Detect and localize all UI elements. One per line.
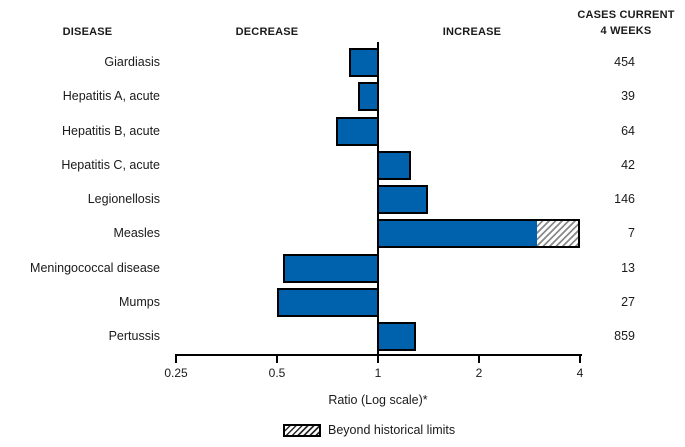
- cases-value-hepatitis-a-acute: 39: [621, 89, 635, 103]
- column-header-decrease: DECREASE: [235, 26, 299, 38]
- disease-label-legionellosis: Legionellosis: [87, 192, 160, 206]
- cases-value-pertussis: 859: [614, 329, 635, 343]
- disease-label-meningococcal-disease: Meningococcal disease: [30, 261, 160, 275]
- ratio-bar-legionellosis: [377, 185, 428, 214]
- ratio-bar-giardiasis: [349, 48, 379, 77]
- cases-value-meningococcal-disease: 13: [621, 261, 635, 275]
- ratio-bar-meningococcal-disease: [283, 254, 379, 283]
- disease-label-measles: Measles: [113, 226, 160, 240]
- ratio-bar-pertussis: [377, 322, 416, 351]
- disease-label-hepatitis-c-acute: Hepatitis C, acute: [61, 158, 160, 172]
- legend: Beyond historical limits: [283, 423, 455, 438]
- cases-value-hepatitis-c-acute: 42: [621, 158, 635, 172]
- cases-value-giardiasis: 454: [614, 55, 635, 69]
- x-axis-tick-label-0.5: 0.5: [268, 366, 286, 380]
- legend-label: Beyond historical limits: [328, 423, 456, 437]
- x-axis-tick-2: [478, 354, 480, 363]
- cases-value-mumps: 27: [621, 295, 635, 309]
- ratio-bar-mumps: [277, 288, 379, 317]
- beyond-historical-limit-segment: [536, 221, 578, 246]
- x-axis-tick-label-1: 1: [374, 366, 382, 380]
- x-axis-tick-label-4: 4: [576, 366, 584, 380]
- x-axis-tick-0.25: [175, 354, 177, 363]
- cases-value-legionellosis: 146: [614, 192, 635, 206]
- ratio-bar-hepatitis-b-acute: [336, 117, 379, 146]
- ratio-bar-solid-segment: [379, 221, 537, 246]
- column-header-increase: INCREASE: [442, 26, 502, 38]
- x-axis-tick-label-0.25: 0.25: [164, 366, 188, 380]
- beyond-historical-limits-swatch: [283, 424, 321, 437]
- disease-label-mumps: Mumps: [119, 295, 160, 309]
- x-axis-tick-label-2: 2: [475, 366, 483, 380]
- disease-label-hepatitis-a-acute: Hepatitis A, acute: [62, 89, 160, 103]
- baseline-ratio-1-line: [377, 42, 379, 354]
- ratio-bar-hepatitis-c-acute: [377, 151, 411, 180]
- ratio-bar-measles: [377, 219, 580, 248]
- column-header-cases: CASES CURRENT 4 WEEKS: [577, 9, 675, 37]
- cases-value-hepatitis-b-acute: 64: [621, 124, 635, 138]
- x-axis-line: [175, 354, 582, 356]
- column-header-disease: DISEASE: [62, 26, 113, 38]
- x-axis-tick-1: [377, 354, 379, 363]
- x-axis-title: Ratio (Log scale)*: [328, 393, 428, 407]
- ratio-bar-hepatitis-a-acute: [358, 82, 379, 111]
- disease-label-pertussis: Pertussis: [108, 329, 160, 343]
- x-axis-tick-4: [579, 354, 581, 363]
- disease-label-hepatitis-b-acute: Hepatitis B, acute: [62, 124, 160, 138]
- disease-label-giardiasis: Giardiasis: [104, 55, 160, 69]
- cases-value-measles: 7: [628, 226, 635, 240]
- x-axis-tick-0.5: [276, 354, 278, 363]
